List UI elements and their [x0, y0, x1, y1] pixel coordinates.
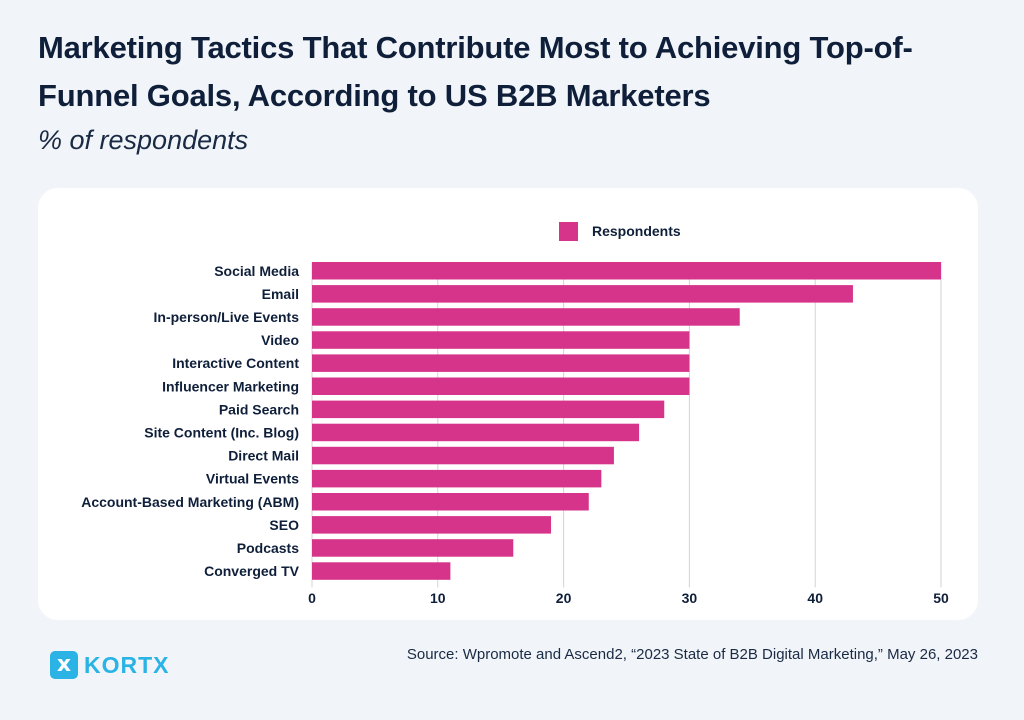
category-label: Paid Search	[219, 401, 299, 417]
category-label: Video	[261, 332, 299, 348]
category-label: Interactive Content	[172, 355, 299, 371]
category-label: Social Media	[214, 263, 299, 279]
bar	[312, 469, 602, 488]
category-label: Converged TV	[204, 563, 300, 579]
bar	[312, 493, 589, 511]
source-note: Source: Wpromote and Ascend2, “2023 Stat…	[406, 646, 978, 663]
bar	[312, 539, 514, 557]
kortx-logo: x KORTX	[50, 650, 170, 680]
legend-swatch	[559, 222, 578, 241]
x-tick-label: 30	[682, 590, 698, 606]
x-tick-label: 0	[308, 590, 316, 606]
bar	[312, 400, 665, 419]
bar	[312, 308, 740, 326]
category-label: Podcasts	[237, 540, 299, 556]
category-label: Site Content (Inc. Blog)	[144, 424, 299, 440]
bar	[312, 516, 552, 534]
chart-subtitle: % of respondents	[38, 125, 249, 155]
legend-label: Respondents	[592, 223, 681, 239]
category-label: Email	[262, 286, 299, 302]
category-label: SEO	[269, 517, 299, 533]
bar	[312, 446, 614, 465]
category-label: Virtual Events	[206, 471, 299, 487]
x-tick-label: 40	[807, 590, 823, 606]
category-label: Account-Based Marketing (ABM)	[81, 494, 299, 510]
category-label: Influencer Marketing	[162, 378, 299, 394]
bar	[312, 377, 690, 395]
bar	[312, 262, 941, 280]
chart-title: Marketing Tactics That Contribute Most t…	[38, 30, 913, 113]
bar	[312, 423, 640, 442]
bar	[312, 331, 690, 349]
bar	[312, 285, 853, 303]
x-tick-label: 10	[430, 590, 446, 606]
category-label: Direct Mail	[228, 448, 299, 464]
category-label: In-person/Live Events	[154, 309, 300, 325]
x-tick-label: 20	[556, 590, 572, 606]
x-tick-label: 50	[933, 590, 949, 606]
kortx-logo-icon: x	[50, 651, 78, 679]
bar	[312, 354, 690, 372]
logo-text: KORTX	[84, 651, 170, 678]
bar	[312, 562, 451, 580]
